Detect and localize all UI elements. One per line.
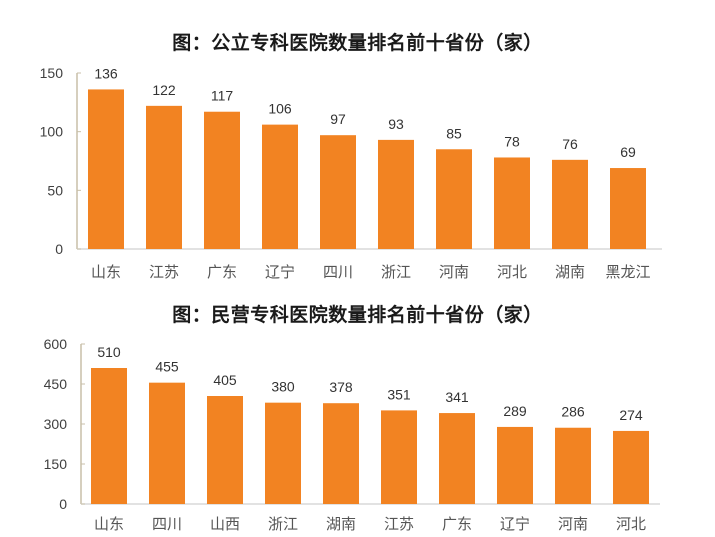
category-label: 浙江	[268, 515, 298, 533]
bar	[552, 159, 588, 249]
bar	[378, 139, 414, 249]
bar-value-label: 289	[503, 403, 527, 419]
bar-value-label: 122	[152, 82, 176, 98]
bar-value-label: 510	[97, 344, 121, 360]
y-tick-label: 0	[59, 496, 67, 512]
bar	[262, 124, 298, 249]
bar-value-label: 378	[329, 379, 353, 395]
category-label: 河北	[616, 515, 646, 533]
bar-value-label: 76	[562, 136, 578, 152]
bar	[265, 402, 301, 504]
bar	[323, 403, 359, 504]
bar	[204, 111, 240, 249]
category-label: 四川	[152, 515, 182, 533]
bar-value-label: 405	[213, 372, 237, 388]
category-label: 山东	[91, 263, 121, 281]
y-tick-label: 600	[44, 336, 68, 352]
bar	[146, 105, 182, 249]
category-label: 广东	[442, 515, 472, 533]
bar-value-label: 380	[271, 379, 295, 395]
category-label: 湖南	[326, 515, 356, 533]
bar-value-label: 286	[561, 404, 585, 420]
bar-value-label: 93	[388, 116, 404, 132]
category-label: 黑龙江	[605, 263, 650, 281]
bar	[149, 382, 185, 504]
bar-value-label: 85	[446, 125, 462, 141]
category-label: 广东	[207, 263, 237, 281]
bar-value-label: 136	[94, 65, 118, 81]
y-tick-label: 300	[44, 416, 68, 432]
bar-value-label: 97	[330, 111, 346, 127]
y-tick-label: 150	[40, 65, 64, 81]
category-label: 河北	[497, 263, 527, 281]
category-label: 湖南	[555, 263, 585, 281]
chart2-plot: 0 150 300 450 600 510 山东 455 四川 405 山西 380 浙江 378 湖南 35…	[44, 336, 660, 533]
category-label: 河南	[439, 263, 469, 281]
bar-value-label: 274	[619, 407, 643, 423]
y-tick-label: 0	[55, 241, 63, 257]
category-label: 山东	[94, 515, 124, 533]
chart2-title: 图：民营专科医院数量排名前十省份（家）	[172, 304, 543, 326]
bar-value-label: 106	[268, 101, 292, 117]
y-tick-label: 150	[44, 456, 68, 472]
bar	[610, 168, 646, 249]
bar-value-label: 117	[211, 88, 234, 104]
bar	[91, 368, 127, 504]
category-label: 山西	[210, 515, 240, 533]
bar-value-label: 341	[445, 389, 469, 405]
category-label: 浙江	[381, 263, 411, 281]
category-label: 江苏	[384, 515, 414, 533]
bar	[436, 149, 472, 249]
category-label: 四川	[323, 263, 353, 281]
bar	[497, 426, 533, 504]
y-tick-label: 450	[44, 376, 68, 392]
bar-value-label: 455	[155, 359, 179, 375]
bar-value-label: 78	[504, 133, 520, 149]
y-tick-label: 100	[40, 124, 64, 140]
bar	[320, 135, 356, 249]
chart1-title: 图：公立专科医院数量排名前十省份（家）	[172, 32, 543, 54]
y-tick-label: 50	[47, 182, 63, 198]
category-label: 辽宁	[265, 263, 295, 281]
bar	[555, 427, 591, 504]
bar	[88, 89, 124, 249]
bar-value-label: 69	[620, 144, 636, 160]
category-label: 辽宁	[500, 515, 530, 533]
bar	[613, 430, 649, 504]
category-label: 河南	[558, 515, 588, 533]
category-label: 江苏	[149, 263, 179, 281]
bar	[381, 410, 417, 504]
bar	[494, 157, 530, 249]
bar	[439, 413, 475, 504]
bar	[207, 396, 243, 504]
bar-value-label: 351	[387, 386, 411, 402]
chart1-plot: 0 50 100 150 136 山东 122 江苏 117 广东 106 辽宁 97 四川 93 浙江 85 河…	[40, 65, 662, 281]
